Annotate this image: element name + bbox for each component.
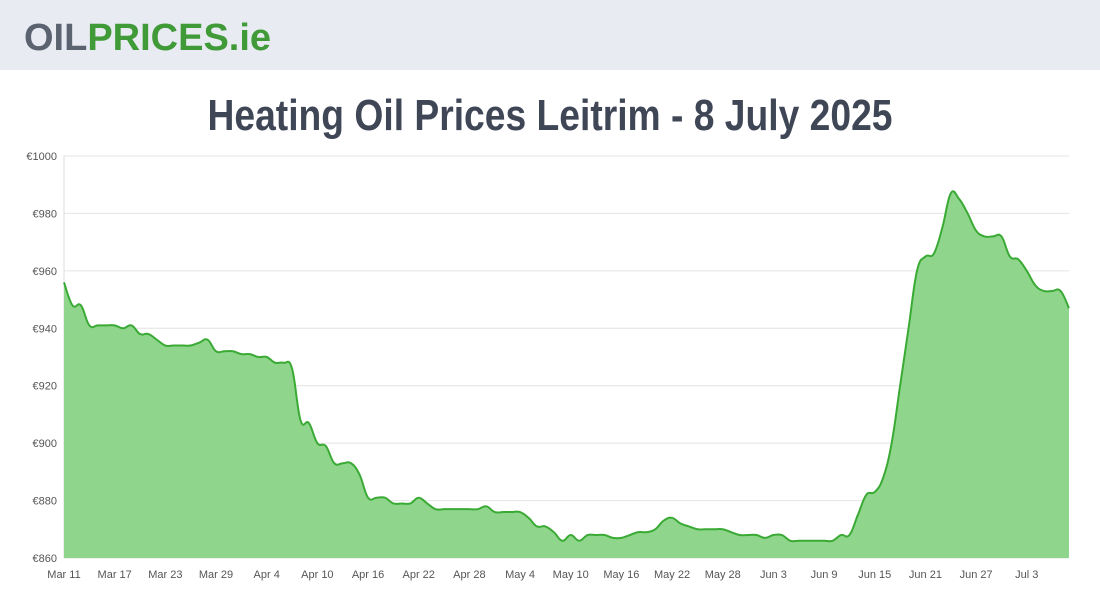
x-tick-label: Mar 11 [47,569,80,581]
x-tick-label: Jun 3 [760,569,787,581]
y-tick-label: €900 [33,438,57,450]
x-tick-label: Apr 16 [352,569,384,581]
area [64,191,1069,559]
y-tick-label: €860 [33,553,57,565]
x-tick-label: Mar 17 [98,569,132,581]
y-tick-label: €1000 [26,151,57,163]
y-tick-label: €940 [33,323,57,335]
y-tick-label: €880 [33,496,57,508]
x-tick-label: Mar 29 [199,569,233,581]
chart-title: Heating Oil Prices Leitrim - 8 July 2025 [208,91,893,140]
logo-part: PRICES.ie [87,17,271,59]
x-tick-label: Apr 10 [301,569,333,581]
x-tick-label: Jul 3 [1015,569,1038,581]
x-tick-label: Apr 28 [453,569,485,581]
y-tick-label: €980 [33,208,57,220]
logo-part: OIL [24,17,87,59]
y-tick-label: €960 [33,266,57,278]
x-tick-label: May 10 [553,569,589,581]
header-bar [0,0,1100,70]
line [63,190,1070,543]
x-tick-label: Jun 27 [960,569,993,581]
x-tick-label: Jun 15 [858,569,891,581]
x-tick-label: May 16 [603,569,639,581]
x-tick-label: Apr 4 [254,569,280,581]
x-tick-label: Apr 22 [402,569,434,581]
logo[interactable]: OILPRICES.ie [24,17,271,59]
y-tick-label: €920 [33,381,57,393]
x-tick-label: Mar 23 [148,569,182,581]
x-tick-label: May 22 [654,569,690,581]
x-tick-label: May 28 [705,569,741,581]
x-tick-label: Jun 9 [811,569,838,581]
x-tick-label: May 4 [505,569,535,581]
x-tick-label: Jun 21 [909,569,942,581]
